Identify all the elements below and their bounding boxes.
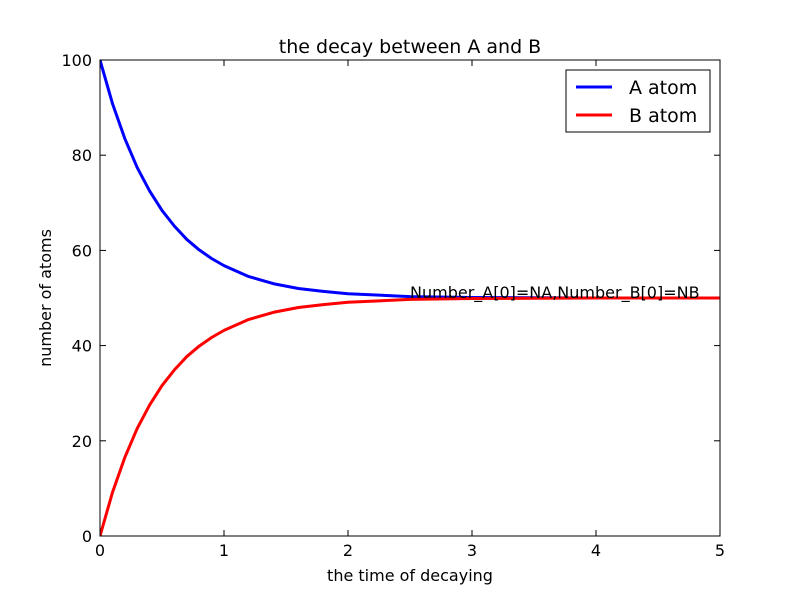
series-line-b-atom — [100, 296, 720, 536]
x-tick-label: 3 — [467, 541, 477, 560]
legend: A atom B atom — [565, 69, 711, 133]
x-axis-label: the time of decaying — [327, 566, 493, 585]
legend-label: B atom — [629, 105, 697, 127]
x-axis: 0 1 2 3 4 5 — [95, 60, 725, 560]
legend-frame — [565, 69, 711, 133]
y-tick-label: 0 — [82, 527, 92, 546]
plot-area: Number_A[0]=NA,Number_B[0]=NB 0 1 2 3 4 5 0 20… — [61, 51, 725, 560]
y-tick-label: 80 — [72, 146, 92, 165]
y-tick-label: 60 — [72, 241, 92, 260]
y-axis-label: number of atoms — [36, 229, 55, 367]
y-tick-label: 100 — [61, 51, 92, 70]
y-axis: 0 20 40 60 80 100 — [61, 51, 720, 546]
chart-title: the decay between A and B — [279, 36, 541, 58]
annotation-text: Number_A[0]=NA,Number_B[0]=NB — [410, 283, 700, 303]
plot-frame — [99, 59, 721, 537]
y-tick-label: 20 — [72, 432, 92, 451]
x-tick-label: 1 — [219, 541, 229, 560]
x-tick-label: 5 — [715, 541, 725, 560]
series-layer — [100, 60, 720, 536]
legend-label: A atom — [629, 77, 697, 99]
y-tick-label: 40 — [72, 337, 92, 356]
x-tick-label: 4 — [591, 541, 601, 560]
annotation-layer: Number_A[0]=NA,Number_B[0]=NB — [410, 283, 700, 303]
x-tick-label: 0 — [95, 541, 105, 560]
x-tick-label: 2 — [343, 541, 353, 560]
